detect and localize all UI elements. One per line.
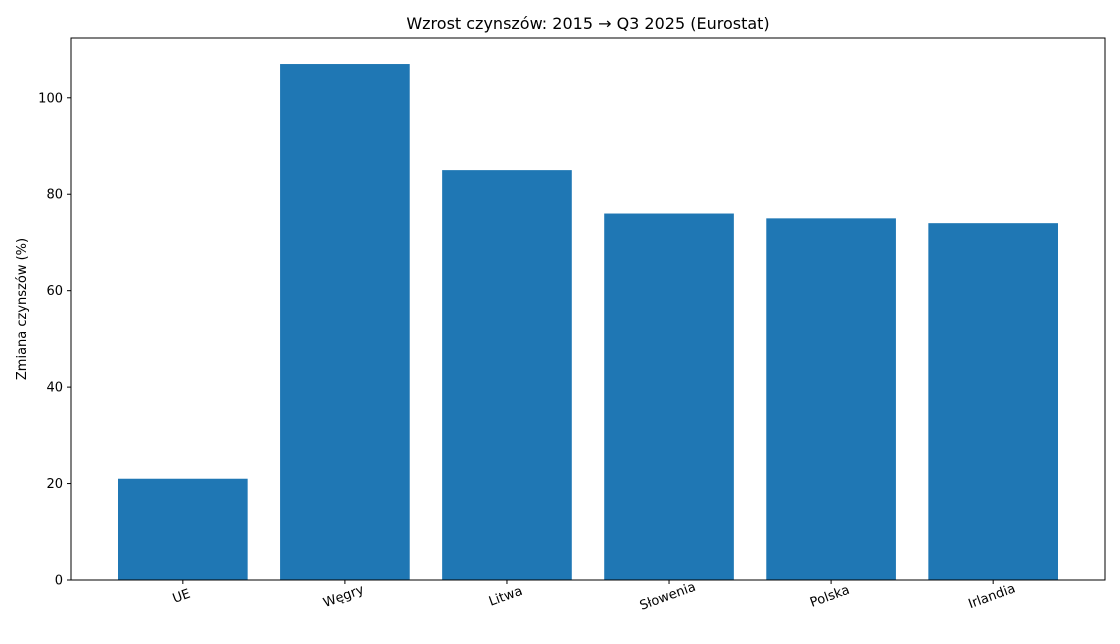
bar [604, 213, 734, 580]
chart-title: Wzrost czynszów: 2015 → Q3 2025 (Eurosta… [406, 14, 769, 33]
y-axis-label: Zmiana czynszów (%) [15, 238, 30, 380]
x-tick-label: Irlandia [966, 581, 1017, 612]
bar [118, 478, 248, 580]
y-tick-label: 80 [46, 188, 63, 203]
x-tick-label: Polska [808, 583, 852, 611]
x-tick-label: Słowenia [638, 580, 698, 614]
y-tick-label: 100 [38, 91, 63, 106]
bar [442, 170, 572, 580]
y-tick-label: 40 [46, 381, 63, 396]
x-tick-label: Litwa [487, 584, 525, 610]
x-tick-label: UE [171, 587, 193, 607]
bar [928, 223, 1058, 580]
y-tick-label: 20 [46, 477, 63, 492]
y-tick-label: 60 [46, 284, 63, 299]
x-tick-label: Węgry [321, 582, 366, 611]
bar [766, 218, 896, 580]
plot-frame [70, 37, 1106, 581]
y-tick-label: 0 [55, 574, 63, 589]
bar [280, 64, 410, 581]
